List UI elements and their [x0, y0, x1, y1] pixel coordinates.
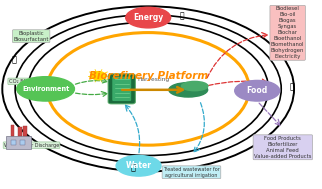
Text: Food Products
Biofertilizer
Animal Feed
Value-added Products: Food Products Biofertilizer Animal Feed …	[254, 136, 312, 159]
Ellipse shape	[235, 81, 279, 101]
Text: Biorefinery Platform: Biorefinery Platform	[89, 71, 208, 81]
Text: ⛽: ⛽	[180, 11, 184, 20]
FancyBboxPatch shape	[112, 77, 131, 101]
FancyBboxPatch shape	[108, 74, 135, 104]
Circle shape	[91, 72, 106, 80]
Text: Water: Water	[126, 161, 152, 170]
Text: Treated wastewater for
agricultural irrigation: Treated wastewater for agricultural irri…	[163, 167, 220, 178]
Bar	[20, 140, 25, 145]
Ellipse shape	[116, 156, 161, 176]
Text: 💧: 💧	[130, 163, 136, 173]
Text: Environment: Environment	[22, 86, 69, 92]
Bar	[11, 140, 16, 145]
Text: 🌾: 🌾	[289, 83, 294, 92]
Text: CO₂ Effluent: CO₂ Effluent	[9, 79, 41, 84]
Ellipse shape	[169, 83, 208, 97]
Text: Harvesting: Harvesting	[137, 77, 169, 82]
Ellipse shape	[126, 7, 171, 28]
Text: 🌿: 🌿	[12, 56, 17, 65]
Bar	[11, 125, 14, 136]
Bar	[6, 136, 31, 149]
Text: Bioplastic
Biosurfactant: Bioplastic Biosurfactant	[14, 31, 49, 42]
Text: Wastewater Discharge: Wastewater Discharge	[4, 143, 59, 148]
Bar	[18, 127, 22, 136]
Bar	[24, 126, 27, 136]
Text: Energy: Energy	[133, 13, 163, 22]
Text: Biodiesel
Bio-oil
Biogas
Syngas
Biochar
Bioethanol
Biomethanol
Biohydrogen
Elect: Biodiesel Bio-oil Biogas Syngas Biochar …	[271, 6, 304, 59]
Ellipse shape	[17, 77, 74, 101]
Ellipse shape	[181, 81, 208, 91]
Text: Food: Food	[247, 86, 268, 95]
